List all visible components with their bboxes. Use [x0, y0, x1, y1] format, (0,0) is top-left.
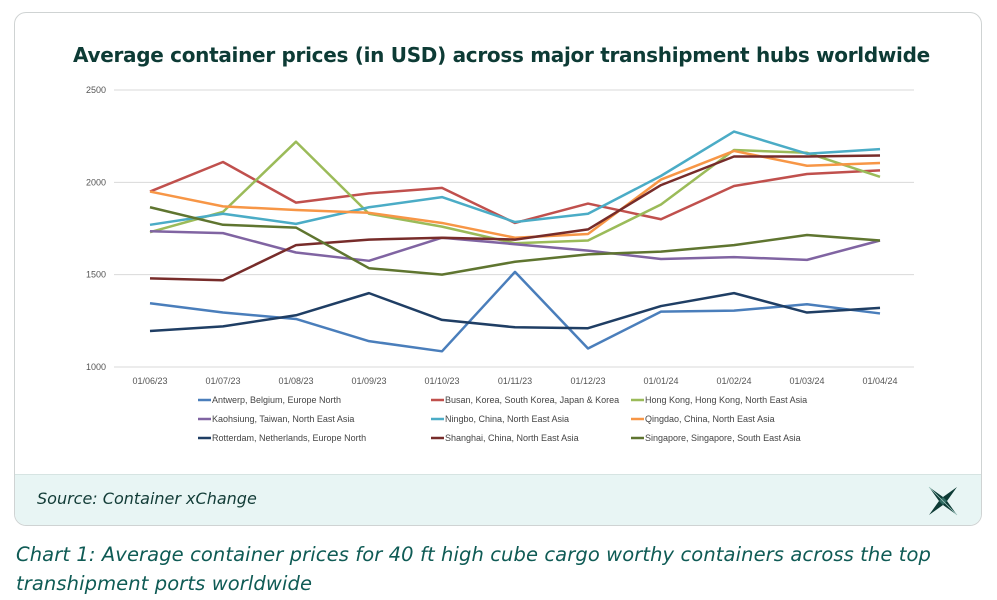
x-tick-label: 01/11/23 [498, 376, 532, 386]
x-tick-label: 01/06/23 [132, 376, 167, 386]
legend-item: Hong Kong, Hong Kong, North East Asia [631, 395, 807, 405]
series-line-0 [149, 270, 881, 353]
y-tick-label: 1000 [86, 362, 106, 372]
series-line-3 [149, 230, 881, 263]
xchange-logo-icon [928, 486, 958, 516]
legend-label: Busan, Korea, South Korea, Japan & Korea [445, 395, 619, 405]
legend-label: Hong Kong, Hong Kong, North East Asia [645, 395, 807, 405]
legend-item: Rotterdam, Netherlands, Europe North [198, 433, 366, 443]
legend-item: Qingdao, China, North East Asia [631, 414, 775, 424]
legend-label: Rotterdam, Netherlands, Europe North [212, 433, 366, 443]
legend-label: Ningbo, China, North East Asia [445, 414, 569, 424]
y-tick-label: 2000 [86, 177, 106, 187]
source-text: Source: Container xChange [37, 489, 257, 508]
series-line-5 [149, 149, 881, 239]
series-line-6 [149, 291, 881, 333]
legend-item: Shanghai, China, North East Asia [431, 433, 579, 443]
source-footer: Source: Container xChange [15, 474, 981, 525]
legend-label: Kaohsiung, Taiwan, North East Asia [212, 414, 354, 424]
chart-card: 1000 1500 2000 2500 01/06/23 01/07/23 01/08/23… [14, 12, 982, 526]
legend-label: Shanghai, China, North East Asia [445, 433, 579, 443]
series-line-1 [149, 160, 881, 225]
chart-title: Average container prices (in USD) across… [73, 43, 930, 67]
chart-caption: Chart 1: Average container prices for 40… [16, 543, 932, 595]
legend-item: Singapore, Singapore, South East Asia [631, 433, 801, 443]
x-tick-label: 01/07/23 [205, 376, 240, 386]
y-tick-label: 2500 [86, 85, 106, 95]
x-tick-label: 01/04/24 [862, 376, 897, 386]
legend-item: Busan, Korea, South Korea, Japan & Korea [431, 395, 619, 405]
legend-label: Antwerp, Belgium, Europe North [212, 395, 341, 405]
series-line-8 [149, 206, 881, 276]
line-chart: 1000 1500 2000 2500 01/06/23 01/07/23 01/08/23… [86, 85, 914, 443]
x-tick-label: 01/01/24 [643, 376, 678, 386]
legend-item: Ningbo, China, North East Asia [431, 414, 569, 424]
x-tick-label: 01/08/23 [278, 376, 313, 386]
legend-item: Kaohsiung, Taiwan, North East Asia [198, 414, 354, 424]
x-tick-label: 01/02/24 [716, 376, 751, 386]
x-tick-label: 01/09/23 [351, 376, 386, 386]
x-tick-label: 01/10/23 [424, 376, 459, 386]
legend-item: Antwerp, Belgium, Europe North [198, 395, 341, 405]
x-tick-label: 01/12/23 [570, 376, 605, 386]
legend-label: Singapore, Singapore, South East Asia [645, 433, 801, 443]
y-tick-label: 1500 [86, 270, 106, 280]
x-tick-label: 01/03/24 [789, 376, 824, 386]
legend-label: Qingdao, China, North East Asia [645, 414, 775, 424]
